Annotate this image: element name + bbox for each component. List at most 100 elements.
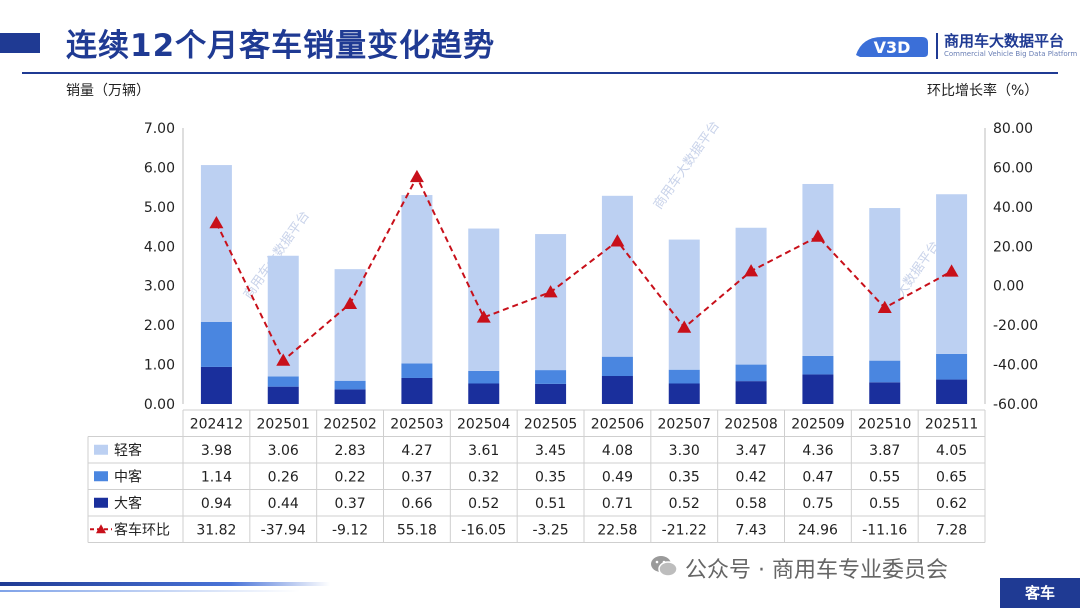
bar-大客-202505 [535,383,567,404]
header-divider [22,72,1058,74]
bar-中客-202506 [601,356,633,377]
title-accent-bar [0,33,40,53]
table-cell: -3.25 [532,522,568,538]
left-tick-label: 6.00 [144,160,175,176]
table-cell: 3.30 [669,443,700,459]
table-cell: 0.26 [268,469,299,485]
bar-中客-202504 [468,370,500,384]
line-series-mom [215,174,953,363]
legend-swatch-大客 [94,497,108,508]
line-marker-202505 [543,285,558,298]
table-cell: 4.05 [936,443,967,459]
right-axis-title: 环比增长率（%） [927,83,1039,99]
line-marker-202507 [677,320,692,333]
table-cell: -9.12 [332,522,368,538]
table-header-202507: 202507 [658,416,711,432]
bar-大客-202503 [401,377,433,404]
page-title: 连续12个月客车销量变化趋势 [66,28,496,64]
right-tick-label: 60.00 [993,160,1033,176]
table-cell: 0.32 [468,469,499,485]
truck-logo-icon: V3D [856,37,928,57]
table-header-202510: 202510 [858,416,911,432]
table-cell: 0.62 [936,496,967,512]
bar-轻客-202505 [535,234,567,371]
logo-badge-text: V3D [874,38,911,57]
left-tick-label: 0.00 [144,397,175,413]
table-cell: -21.22 [662,522,707,538]
table-cell: 3.47 [735,443,766,459]
bar-中客-202503 [401,363,433,378]
table-cell: 0.66 [401,496,432,512]
legend-label-中客: 中客 [114,468,142,485]
line-marker-202509 [810,229,825,242]
table-cell: 0.22 [334,469,365,485]
brand-logo: V3D 商用车大数据平台 Commercial Vehicle Big Data… [852,28,1077,64]
table-cell: 1.14 [201,469,232,485]
table-cell: 0.49 [602,469,633,485]
bar-大客-202502 [334,389,366,404]
table-header-202502: 202502 [323,416,376,432]
line-marker-202502 [343,296,358,309]
legend-marker-swatch [96,524,106,534]
table-cell: 4.08 [602,443,633,459]
line-marker-202511 [944,264,959,277]
table-cell: 0.75 [802,496,833,512]
line-marker-202510 [877,300,892,313]
bar-大客-202412 [200,366,232,404]
bar-中客-202505 [535,370,567,384]
table-cell: 0.94 [201,496,232,512]
table-cell: 0.55 [869,496,900,512]
table-cell: 22.58 [597,522,637,538]
table-header-202505: 202505 [524,416,577,432]
bar-大客-202506 [601,376,633,404]
category-tag: 客车 [1000,578,1080,608]
bar-中客-202508 [735,364,767,382]
line-marker-202506 [610,234,625,247]
left-tick-label: 5.00 [144,200,175,216]
right-tick-label: 20.00 [993,239,1033,255]
bar-大客-202504 [468,383,500,404]
left-tick-label: 3.00 [144,279,175,295]
bar-轻客-202510 [869,208,901,361]
table-cell: 0.52 [669,496,700,512]
bar-大客-202501 [267,386,299,404]
bar-轻客-202502 [334,269,366,381]
legend-swatch-轻客 [94,444,108,455]
table-cell: 0.37 [334,496,365,512]
bar-中客-202501 [267,376,299,387]
table-cell: 0.37 [401,469,432,485]
table-header-202504: 202504 [457,416,511,432]
right-tick-label: -20.00 [993,318,1038,334]
bar-中客-202511 [936,353,968,380]
table-cell: 0.71 [602,496,633,512]
table-cell: 0.42 [735,469,766,485]
footer-stripe [0,582,330,586]
table-header-202508: 202508 [724,416,777,432]
table-cell: 3.45 [535,443,566,459]
right-tick-label: -40.00 [993,358,1038,374]
wechat-icon [651,556,678,577]
bar-大客-202509 [802,374,834,404]
table-cell: -37.94 [261,522,306,538]
bar-中客-202507 [668,369,700,384]
left-tick-label: 7.00 [144,121,175,137]
legend-label-轻客: 轻客 [114,442,142,459]
table-cell: 3.87 [869,443,900,459]
table-cell: 2.83 [334,443,365,459]
right-tick-label: 80.00 [993,121,1033,137]
bar-中客-202510 [869,360,901,383]
footer-stripe-thin [0,590,300,592]
table-cell: 31.82 [196,522,236,538]
bar-大客-202510 [869,382,901,404]
right-tick-label: -60.00 [993,397,1038,413]
footer-source: 公众号 · 商用车专业委员会 [685,558,948,583]
table-cell: 0.44 [268,496,299,512]
table-cell: 0.47 [802,469,833,485]
table-cell: 0.52 [468,496,499,512]
table-cell: 3.61 [468,443,499,459]
table-cell: -16.05 [461,522,506,538]
bar-中客-202412 [200,321,232,367]
table-cell: 0.55 [869,469,900,485]
table-header-202412: 202412 [190,416,243,432]
